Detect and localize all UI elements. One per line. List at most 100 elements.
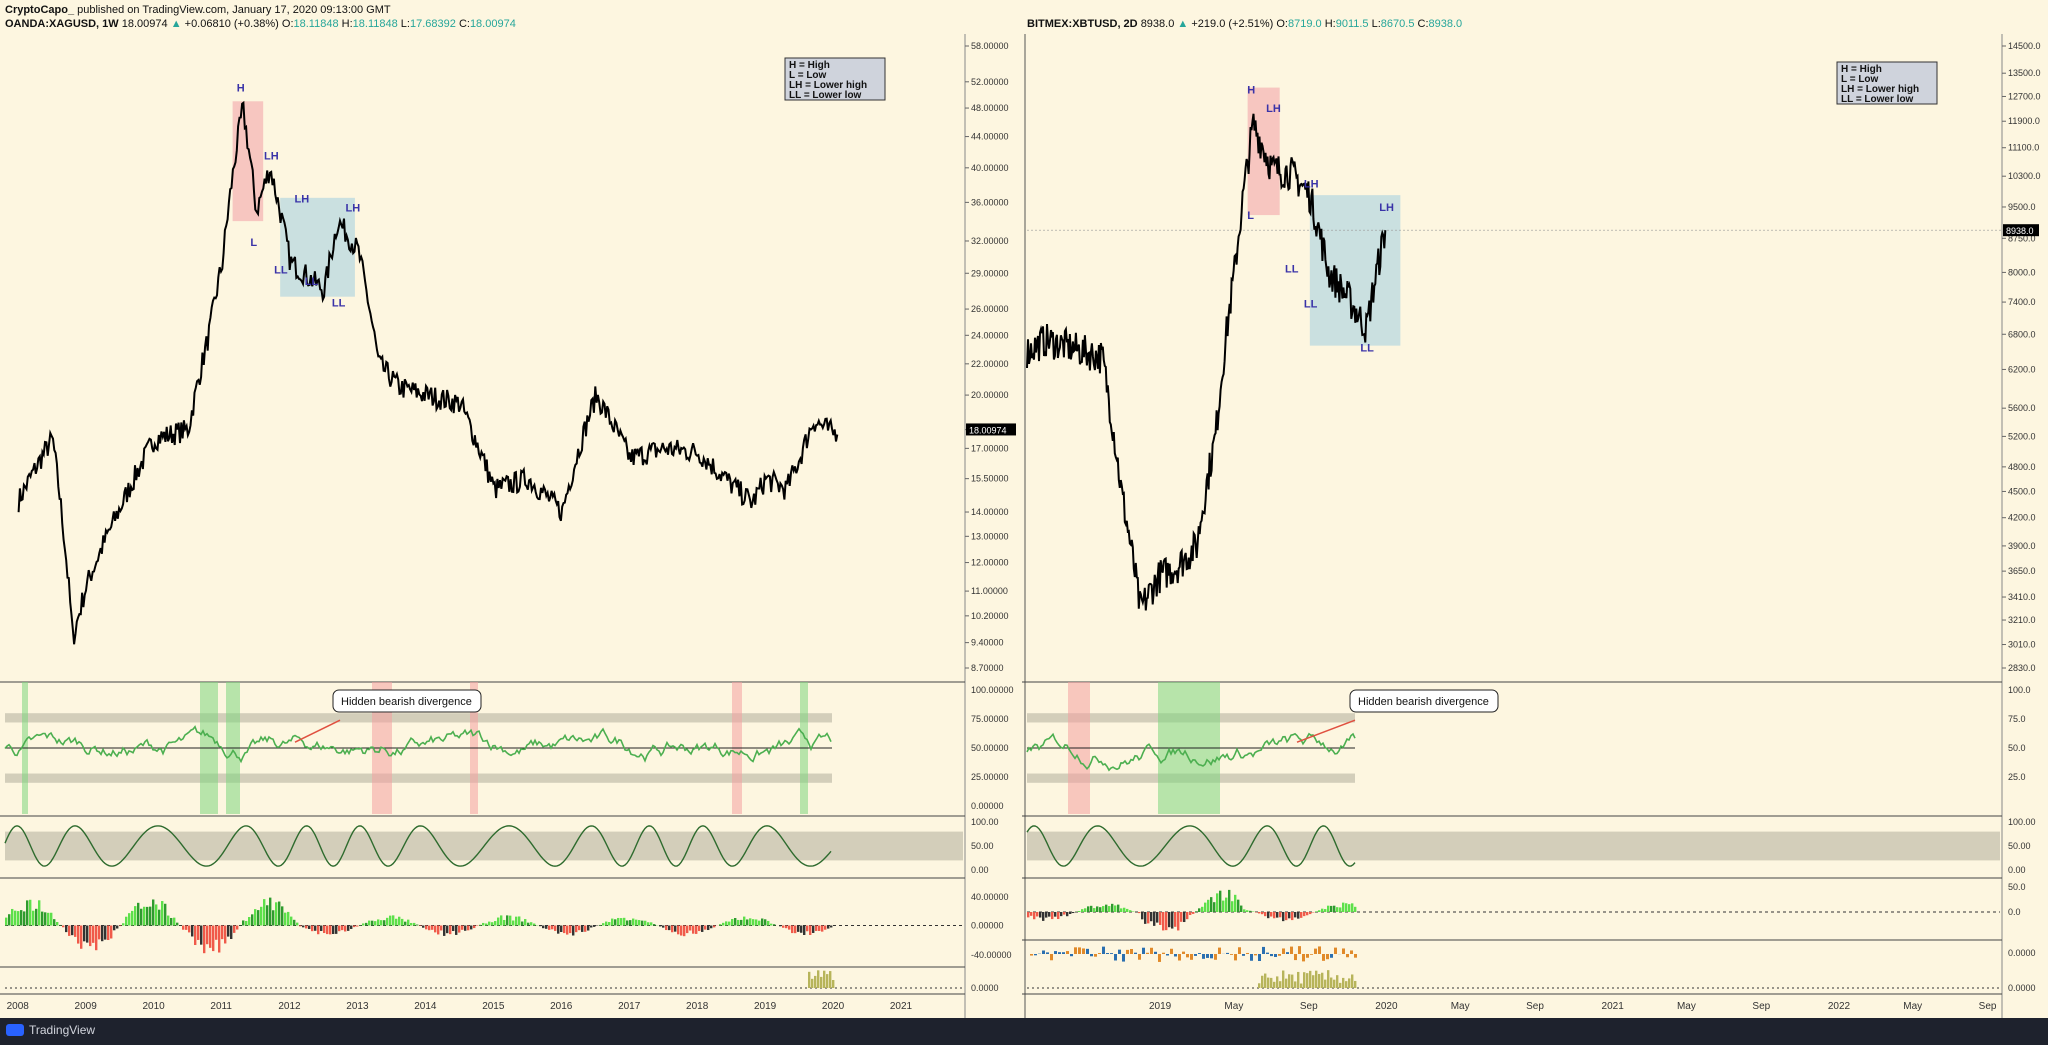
macd-bar (257, 910, 260, 926)
x-tick-label: 2009 (75, 1001, 98, 1012)
macd-bar (635, 919, 638, 926)
vol-bar (1336, 975, 1339, 988)
macd-bar (374, 921, 377, 926)
macd-bar (680, 925, 683, 936)
macd-bar (509, 915, 512, 926)
macd-bar (446, 925, 449, 934)
macd-bar (353, 925, 356, 928)
left-low: 17.68392 (409, 18, 456, 30)
stoch-line (1026, 825, 1356, 867)
macd-bar (83, 925, 86, 942)
hl-annotation: LH (1266, 103, 1281, 115)
macd-bar (644, 920, 647, 926)
y-tick-label: 8000.0 (2008, 267, 2036, 277)
x-tick-label: Sep (1979, 1001, 1997, 1012)
vol-bar (817, 970, 820, 988)
stoch-band (1027, 831, 2000, 861)
vol-tick-label: 0.0000 (2008, 983, 2036, 993)
right-high: 9011.5 (1335, 18, 1369, 30)
extra-indicator-bar (1246, 952, 1249, 954)
y-tick-label: 32.00000 (971, 236, 1009, 246)
extra-indicator-bar (1030, 954, 1033, 956)
macd-bar (458, 925, 461, 933)
right-open: 8719.0 (1288, 18, 1322, 30)
vol-bar (1327, 970, 1330, 988)
macd-bar (1276, 912, 1279, 918)
y-tick-label: 29.00000 (971, 268, 1009, 278)
divergence-line (1296, 719, 1356, 743)
macd-bar (539, 925, 542, 927)
macd-bar (1039, 912, 1042, 918)
author-name[interactable]: CryptoCapo_ (5, 4, 75, 16)
macd-bar (152, 899, 155, 926)
macd-bar (554, 925, 557, 931)
extra-indicator-bar (1270, 954, 1273, 957)
extra-indicator-bar (1314, 948, 1317, 954)
macd-bar (1030, 912, 1033, 916)
x-tick-label: 2020 (1375, 1001, 1398, 1012)
y-tick-label: 22.00000 (971, 359, 1009, 369)
macd-bar (1234, 894, 1237, 912)
macd-bar (1072, 912, 1075, 914)
macd-bar (1078, 911, 1081, 912)
macd-bar (389, 915, 392, 926)
vol-bar (1267, 977, 1270, 988)
macd-bar (512, 920, 515, 926)
macd-bar (584, 925, 587, 932)
macd-bar (182, 925, 185, 930)
highlight-box-consolidation (1309, 195, 1401, 346)
macd-bar (605, 921, 608, 926)
extra-indicator-bar (1142, 947, 1145, 954)
macd-bar (29, 899, 32, 926)
left-symbol-name[interactable]: OANDA:XAGUSD, 1W (5, 18, 119, 30)
macd-bar (1168, 912, 1171, 928)
macd-bar (617, 917, 620, 926)
macd-bar (1336, 907, 1339, 912)
macd-bar (110, 925, 113, 939)
macd-bar (443, 925, 446, 936)
tradingview-logo[interactable]: TradingView (6, 1023, 95, 1037)
macd-bar (737, 919, 740, 926)
macd-bar (818, 925, 821, 931)
extra-indicator-bar (1074, 947, 1077, 954)
hl-annotation: L (250, 237, 257, 249)
macd-bar (803, 925, 806, 935)
y-tick-label: 15.50000 (971, 474, 1009, 484)
macd-bar (1258, 912, 1261, 914)
extra-indicator-bar (1202, 954, 1205, 959)
silver-price-line (17, 100, 839, 645)
macd-bar (1342, 902, 1345, 912)
left-symbol-info: OANDA:XAGUSD, 1W 18.00974 ▲ +0.06810 (+0… (5, 18, 516, 30)
macd-bar (590, 925, 593, 928)
macd-bar (185, 925, 188, 930)
macd-bar (323, 925, 326, 934)
macd-bar (812, 925, 815, 933)
macd-bar (1051, 912, 1054, 920)
vol-bar (829, 971, 832, 988)
y-tick-label: 6200.0 (2008, 364, 2036, 374)
macd-bar (1150, 912, 1153, 922)
tradingview-brand: TradingView (29, 1023, 96, 1037)
right-high-label: H: (1324, 18, 1336, 30)
macd-bar (722, 922, 725, 926)
extra-indicator-bar (1266, 952, 1269, 954)
macd-bar (86, 925, 89, 943)
macd-bar (233, 925, 236, 933)
macd-bar (473, 925, 476, 929)
y-tick-label: 48.00000 (971, 103, 1009, 113)
macd-bar (671, 925, 674, 933)
up-arrow-icon: ▲ (1177, 18, 1189, 30)
right-last-price: 8938.0 (1140, 18, 1175, 30)
right-symbol-name[interactable]: BITMEX:XBTUSD, 2D (1027, 18, 1138, 30)
y-tick-label: 8750.0 (2008, 233, 2036, 243)
extra-indicator-bar (1094, 954, 1097, 957)
macd-bar (146, 906, 149, 926)
macd-bar (662, 925, 665, 928)
macd-bar (482, 922, 485, 926)
y-tick-label: 5200.0 (2008, 431, 2036, 441)
macd-bar (71, 925, 74, 936)
macd-bar (1192, 912, 1195, 914)
macd-bar (335, 925, 338, 934)
macd-bar (665, 925, 668, 931)
chart-canvas[interactable]: 58.00000 52.00000 48.00000 44.00000 40.00000… (0, 34, 2048, 1018)
